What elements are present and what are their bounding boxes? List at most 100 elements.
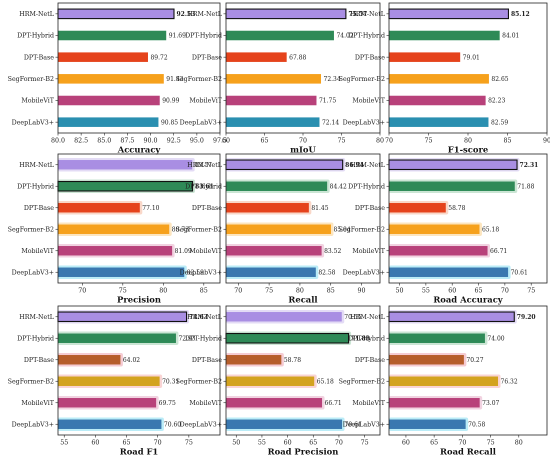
y-tick-label: DPT-Base <box>24 357 54 364</box>
y-tick-label: DeepLabV3+ <box>12 269 54 276</box>
data-label: 74.02 <box>336 33 353 40</box>
data-label: 58.78 <box>284 357 301 364</box>
y-tick-label: HRM-NetL <box>19 162 55 169</box>
bar <box>58 246 173 256</box>
bar <box>57 8 175 20</box>
y-tick-label: HRM-NetL <box>19 314 55 321</box>
bar <box>226 181 328 191</box>
data-label: 89.72 <box>150 54 167 61</box>
bar <box>389 267 509 277</box>
x-tick-label: 60 <box>91 440 99 447</box>
data-label: 91.69 <box>169 33 186 40</box>
bar <box>58 267 185 277</box>
bar <box>58 95 160 106</box>
y-tick-label: MobileViT <box>189 98 222 105</box>
x-tick-label: 75 <box>424 138 432 145</box>
x-tick-label: 75 <box>265 288 273 295</box>
data-label: 84.42 <box>330 183 347 190</box>
y-tick-label: DPT-Hybrid <box>348 335 385 342</box>
bar <box>58 224 170 234</box>
x-tick-label: 70 <box>335 440 343 447</box>
x-tick-label: 70 <box>154 440 162 447</box>
y-tick-label: DPT-Hybrid <box>185 183 222 190</box>
bar <box>58 117 159 127</box>
y-tick-label: DeepLabV3+ <box>343 119 385 126</box>
bar <box>389 95 486 106</box>
y-tick-label: MobileViT <box>21 400 54 407</box>
x-tick-label: 97.5 <box>213 138 227 145</box>
data-label: 64.02 <box>123 357 140 364</box>
x-tick-label: 50 <box>396 288 404 295</box>
x-tick-label: 50 <box>232 440 240 447</box>
data-label: 72.34 <box>324 76 341 83</box>
axes-frame <box>57 2 221 134</box>
x-tick-label: 80 <box>464 138 472 145</box>
bar <box>226 95 317 106</box>
bar <box>226 376 315 386</box>
x-tick-label: 65 <box>475 288 483 295</box>
y-tick-label: MobileViT <box>352 400 385 407</box>
axes-frame <box>225 2 381 134</box>
y-tick-label: MobileViT <box>352 98 385 105</box>
y-tick-label: DeepLabV3+ <box>343 421 385 428</box>
bar <box>388 159 518 171</box>
chart-title: Road Recall <box>440 447 496 457</box>
axes-frame <box>225 305 381 436</box>
data-label: 70.58 <box>468 421 485 428</box>
x-tick-label: 75 <box>119 288 127 295</box>
bar <box>226 267 316 277</box>
chart-panel-1: 92.53 91.69 89.72 91.43 90.99 90.85 HRM-NetL DP… <box>8 2 227 155</box>
data-label: 82.65 <box>491 76 508 83</box>
bar <box>389 117 489 127</box>
x-tick-label: 55 <box>258 440 266 447</box>
y-tick-label: DPT-Hybrid <box>17 33 54 40</box>
x-tick-label: 70 <box>234 288 242 295</box>
bar <box>226 74 322 84</box>
chart-title: mIoU <box>290 145 316 155</box>
data-label: 81.09 <box>175 248 192 255</box>
bar <box>226 52 287 62</box>
y-tick-label: MobileViT <box>21 98 54 105</box>
y-tick-label: DeepLabV3+ <box>180 421 222 428</box>
chart-title: Road Accuracy <box>433 295 503 305</box>
chart-panel-7: 74.63 72.93 64.02 70.31 69.75 70.60 HRM-NetL DP… <box>8 305 221 457</box>
data-label: 67.88 <box>289 54 306 61</box>
data-label: 91.43 <box>166 76 183 83</box>
bar <box>226 203 309 213</box>
x-tick-label: 75 <box>487 440 495 447</box>
x-tick-label: 80.0 <box>51 138 65 145</box>
x-tick-label: 90 <box>543 138 550 145</box>
data-label: 84.01 <box>502 33 519 40</box>
bar <box>389 376 499 386</box>
x-tick-label: 60 <box>448 288 456 295</box>
data-label: 70.31 <box>162 378 179 385</box>
data-label: 85.12 <box>511 11 530 18</box>
bar <box>389 398 480 408</box>
data-label: 71.88 <box>517 183 534 190</box>
bar <box>58 160 193 170</box>
y-tick-label: MobileViT <box>352 248 385 255</box>
bar <box>58 30 167 41</box>
chart-title: Road F1 <box>120 447 159 457</box>
x-tick-label: 65 <box>260 138 268 145</box>
chart-title: Precision <box>117 295 161 305</box>
y-tick-label: SegFormer-B2 <box>176 76 222 83</box>
bar <box>226 30 334 41</box>
data-label: 80.73 <box>172 226 189 233</box>
data-label: 70.27 <box>466 357 483 364</box>
y-tick-label: DPT-Hybrid <box>348 183 385 190</box>
bar <box>58 355 121 365</box>
data-label: 71.88 <box>351 335 370 342</box>
x-tick-label: 80 <box>296 288 304 295</box>
axes-frame <box>57 305 221 436</box>
data-label: 90.85 <box>161 119 178 126</box>
data-label: 58.78 <box>448 205 465 212</box>
y-tick-label: SegFormer-B2 <box>339 76 385 83</box>
bar <box>58 74 164 84</box>
x-tick-label: 60 <box>402 440 410 447</box>
y-tick-label: DeepLabV3+ <box>343 269 385 276</box>
y-tick-label: DPT-Base <box>355 357 385 364</box>
y-tick-label: HRM-NetL <box>187 11 223 18</box>
y-tick-label: MobileViT <box>189 248 222 255</box>
